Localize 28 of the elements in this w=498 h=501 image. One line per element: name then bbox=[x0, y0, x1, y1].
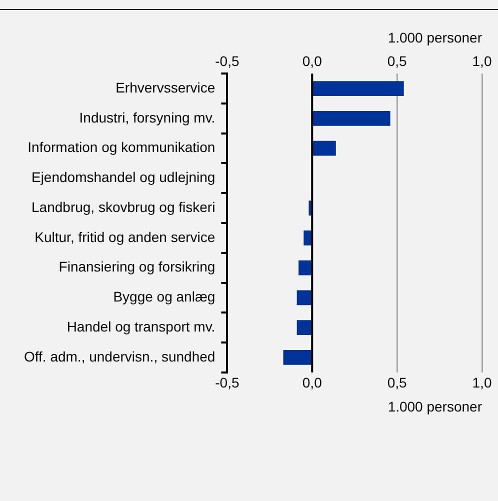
y-tick-label: Handel og transport mv. bbox=[66, 318, 216, 334]
y-tick-label: Erhvervsservice bbox=[116, 79, 216, 96]
y-tick-label: Information og kommunikation bbox=[28, 139, 216, 156]
bar bbox=[312, 110, 390, 126]
bar bbox=[296, 320, 312, 336]
bar bbox=[304, 230, 312, 246]
x-tick-label: 0,0 bbox=[302, 374, 322, 391]
y-tick-label: Off. adm., undervisn., sundhed bbox=[24, 348, 216, 364]
x2-tick-label: 0,5 bbox=[387, 53, 408, 70]
y-tick-label: Ejendomshandel og udlejning bbox=[31, 169, 216, 186]
y-tick-label: Bygge og anlæg bbox=[113, 288, 216, 305]
y-tick-label: Landbrug, skovbrug og fiskeri bbox=[32, 198, 216, 215]
bar bbox=[283, 350, 312, 365]
y-tick-label: Kultur, fritid og anden service bbox=[34, 228, 216, 245]
y-tick-label: Industri, forsyning mv. bbox=[79, 109, 216, 126]
x2-tick-label: -0,5 bbox=[215, 53, 240, 70]
bar bbox=[312, 81, 404, 96]
x2-tick-label: 1,0 bbox=[472, 53, 492, 70]
x-tick-label: 1,0 bbox=[472, 374, 492, 391]
x2-tick-label: 0,0 bbox=[302, 53, 322, 70]
x-tick-label: -0,5 bbox=[215, 374, 240, 391]
x-axis-title: 1.000 personer bbox=[388, 398, 482, 414]
y-tick-label: Finansiering og forsikring bbox=[58, 258, 216, 275]
x2-axis-title: 1.000 personer bbox=[388, 29, 482, 46]
bar bbox=[312, 140, 336, 156]
bar bbox=[296, 290, 312, 306]
bar bbox=[298, 260, 312, 276]
x-tick-label: 0,5 bbox=[387, 374, 408, 391]
